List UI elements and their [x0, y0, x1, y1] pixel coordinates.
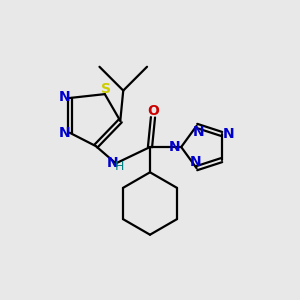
Text: O: O [148, 104, 160, 118]
Text: N: N [189, 155, 201, 169]
Text: N: N [58, 126, 70, 140]
Text: N: N [192, 125, 204, 139]
Text: N: N [169, 140, 181, 154]
Text: N: N [106, 156, 118, 170]
Text: N: N [222, 127, 234, 141]
Text: N: N [58, 90, 70, 104]
Text: H: H [115, 160, 124, 173]
Text: S: S [101, 82, 111, 96]
